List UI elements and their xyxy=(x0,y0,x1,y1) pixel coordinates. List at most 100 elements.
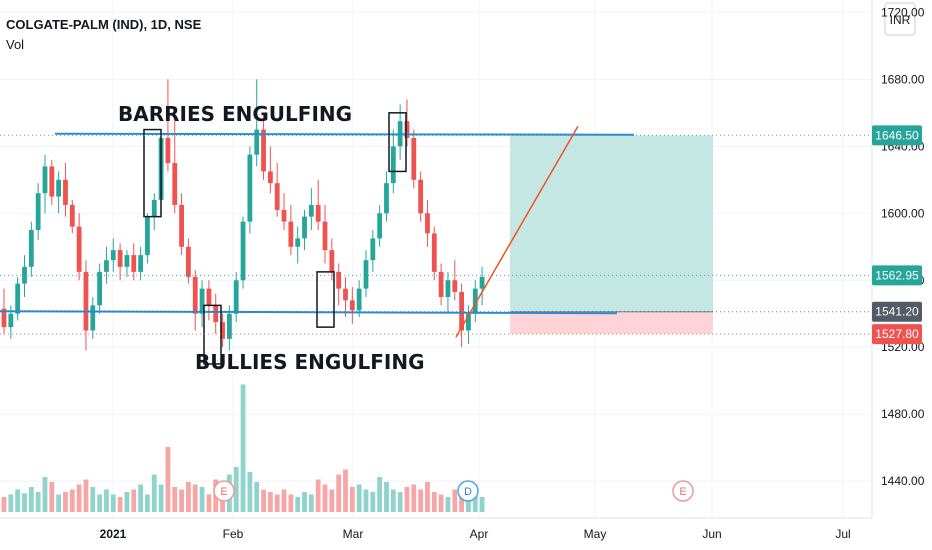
candle[interactable] xyxy=(274,163,280,217)
candle[interactable] xyxy=(452,260,458,301)
candle[interactable] xyxy=(69,199,75,234)
candle[interactable] xyxy=(377,204,383,247)
candle[interactable] xyxy=(356,280,362,318)
candle[interactable] xyxy=(110,238,116,272)
candle[interactable] xyxy=(411,129,417,189)
candle[interactable] xyxy=(384,171,389,222)
volume-bar xyxy=(138,484,143,512)
candle[interactable] xyxy=(179,193,184,256)
earnings-event-marker-future[interactable]: E xyxy=(672,480,694,502)
candle[interactable] xyxy=(281,193,287,231)
symbol-title[interactable]: COLGATE-PALM (IND), 1D, NSE xyxy=(6,17,202,32)
volume-bar xyxy=(397,492,403,512)
candle[interactable] xyxy=(254,79,260,167)
candle[interactable] xyxy=(90,296,96,339)
candle[interactable] xyxy=(322,204,328,264)
candle-body xyxy=(438,271,444,297)
candle-body xyxy=(315,204,321,222)
candle[interactable] xyxy=(308,188,314,231)
dividend-event-marker[interactable]: D xyxy=(457,480,479,502)
candle-body xyxy=(302,216,307,239)
candle[interactable] xyxy=(131,243,137,281)
volume-bar xyxy=(322,484,328,512)
candle[interactable] xyxy=(199,280,205,328)
candle[interactable] xyxy=(247,146,253,234)
candle[interactable] xyxy=(343,276,348,318)
candle[interactable] xyxy=(459,283,465,348)
candle[interactable] xyxy=(165,79,171,172)
candle[interactable] xyxy=(302,209,307,251)
candle[interactable] xyxy=(431,226,437,281)
candle-body xyxy=(384,183,389,214)
candle[interactable] xyxy=(22,255,27,297)
candle[interactable] xyxy=(42,154,48,214)
candle[interactable] xyxy=(15,276,21,321)
candle-body xyxy=(425,213,430,234)
candle[interactable] xyxy=(220,313,225,348)
volume-bar xyxy=(363,489,369,512)
candle[interactable] xyxy=(28,221,34,277)
candle[interactable] xyxy=(145,213,150,264)
volume-bar xyxy=(377,477,383,512)
candle-body xyxy=(267,171,273,184)
earnings-event-marker[interactable]: E xyxy=(213,480,235,502)
candle[interactable] xyxy=(390,129,396,194)
candle-body xyxy=(145,216,150,256)
currency-badge[interactable] xyxy=(884,2,916,36)
candle[interactable] xyxy=(425,199,430,247)
candle[interactable] xyxy=(349,286,355,324)
volume-bar xyxy=(63,492,68,512)
candle[interactable] xyxy=(472,280,478,323)
candle[interactable] xyxy=(63,163,68,217)
price-badges: 1646.50 1562.95 1541.20 1527.80 xyxy=(0,125,922,345)
candle[interactable] xyxy=(151,193,157,231)
candle[interactable] xyxy=(124,250,130,277)
candle[interactable] xyxy=(49,159,55,205)
candle[interactable] xyxy=(233,271,239,323)
candle[interactable] xyxy=(295,226,301,264)
candle[interactable] xyxy=(466,305,471,344)
candle[interactable] xyxy=(104,246,109,284)
candle[interactable] xyxy=(445,271,451,314)
time-axis[interactable]: 2021 Feb Mar Apr May Jun Jul xyxy=(100,527,851,541)
candle[interactable] xyxy=(438,263,444,306)
volume-bar xyxy=(56,494,62,512)
candle[interactable] xyxy=(172,112,178,214)
candle[interactable] xyxy=(240,216,246,289)
candle[interactable] xyxy=(213,293,219,334)
volume-bar xyxy=(186,482,191,512)
candle[interactable] xyxy=(288,204,294,256)
candle-body xyxy=(63,179,68,205)
candle-body xyxy=(356,288,362,311)
candle-body xyxy=(281,209,287,222)
candle[interactable] xyxy=(97,263,103,314)
candle[interactable] xyxy=(315,179,321,231)
candle[interactable] xyxy=(35,183,41,241)
candle[interactable] xyxy=(370,230,376,272)
candle[interactable] xyxy=(329,238,335,281)
candle[interactable] xyxy=(479,266,485,306)
candle[interactable] xyxy=(83,260,89,351)
candle[interactable] xyxy=(267,146,273,194)
candle[interactable] xyxy=(363,250,369,297)
volume-bar xyxy=(261,489,266,512)
candle[interactable] xyxy=(206,280,212,321)
candle[interactable] xyxy=(117,243,123,281)
candle[interactable] xyxy=(404,99,410,147)
candle-body xyxy=(104,260,109,272)
candle-body xyxy=(370,238,376,261)
candle[interactable] xyxy=(261,112,266,180)
volume-bar xyxy=(83,479,89,512)
candle[interactable] xyxy=(186,238,191,284)
volume-bar xyxy=(35,492,41,512)
candles[interactable] xyxy=(1,79,485,351)
candle[interactable] xyxy=(76,213,82,281)
candle[interactable] xyxy=(56,171,62,214)
candle[interactable] xyxy=(336,263,342,306)
candle[interactable] xyxy=(418,171,424,222)
candle[interactable] xyxy=(138,246,143,281)
candle[interactable] xyxy=(192,270,198,331)
candle-body xyxy=(213,305,219,323)
